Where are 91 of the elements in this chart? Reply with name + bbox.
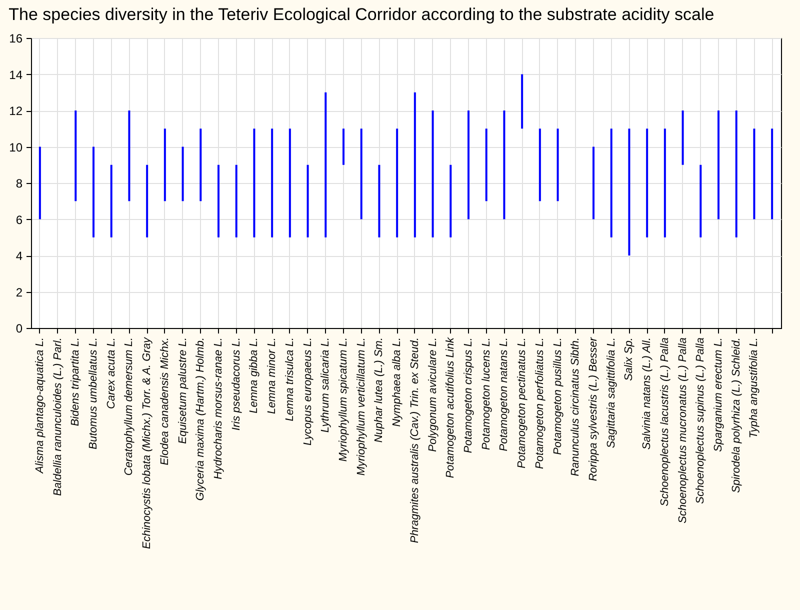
bar bbox=[164, 128, 166, 202]
bar bbox=[468, 110, 470, 220]
x-tick-label: Myriophyllum verticillatum L. bbox=[355, 338, 368, 476]
x-tick-label: Potamogeton crispus L. bbox=[462, 338, 474, 454]
x-tick-label: Butomus umbellatus L. bbox=[88, 338, 100, 450]
x-tick-label: Potamogeton pusillus L. bbox=[552, 338, 564, 455]
x-tick-label: Potamogeton natans L. bbox=[498, 338, 510, 452]
x-tick-label: Echinocystis lobata (Michx.) Torr. & A. Gray bbox=[141, 336, 154, 550]
x-tick-label: Potamogeton perfoliatus L. bbox=[534, 338, 546, 469]
x-tick-label: Salvinia natans (L.) All. bbox=[641, 338, 654, 450]
bar bbox=[306, 164, 309, 238]
x-tick-label: Myriophyllum spicatum L. bbox=[338, 338, 350, 462]
bar bbox=[92, 146, 94, 238]
bar bbox=[753, 128, 756, 220]
y-tick-label: 6 bbox=[16, 212, 23, 227]
x-tick-label: Carex acuta L. bbox=[105, 338, 118, 410]
bar bbox=[110, 164, 112, 238]
x-tick-label: Alisma plantago-aquatica L. bbox=[34, 338, 46, 474]
x-tick-label: Glyceria maxima (Hartm.) Holmb. bbox=[194, 338, 207, 501]
bar bbox=[396, 128, 398, 238]
x-tick-label: Hydrocharis morsus-ranae L. bbox=[212, 338, 224, 480]
x-tick-label: Lycopus europaeus L. bbox=[302, 338, 314, 446]
x-tick-label: Typha angustifolia L. bbox=[748, 338, 760, 438]
bar bbox=[610, 128, 612, 238]
bar bbox=[271, 128, 274, 238]
x-tick-label: Spirodela polyrhiza (L.) Schleid. bbox=[730, 338, 742, 493]
x-tick-label: Lythrum salicaria L. bbox=[320, 338, 332, 433]
x-tick-label: Rorippa sylvestris (L.) Besser bbox=[588, 336, 600, 482]
y-tick-label: 4 bbox=[16, 249, 23, 263]
bar bbox=[538, 128, 541, 202]
bar bbox=[235, 164, 238, 238]
bar bbox=[342, 128, 344, 165]
x-tick-label: Salix Sp. bbox=[623, 338, 636, 381]
bar bbox=[646, 128, 648, 238]
x-tick-label: Potamogeton acutifolius Link bbox=[444, 337, 457, 478]
bar bbox=[682, 110, 684, 165]
bar bbox=[450, 164, 452, 238]
bar bbox=[628, 128, 630, 256]
y-tick-label: 12 bbox=[9, 104, 23, 118]
bar bbox=[38, 146, 41, 220]
bar bbox=[556, 128, 559, 202]
bar bbox=[218, 164, 220, 238]
x-tick-label: Ranunculus circinatus Sibth. bbox=[570, 338, 582, 476]
chart-title: The species diversity in the Teteriv Ecological Corridor according to the substrate acidity scale bbox=[8, 5, 714, 24]
x-tick-label: Polygonum aviculare L. bbox=[426, 338, 439, 452]
x-tick-label: Bidens tripartita L. bbox=[70, 338, 82, 426]
bar bbox=[503, 110, 506, 220]
bar bbox=[378, 164, 380, 238]
x-tick-label: Iris pseudacorus L. bbox=[230, 338, 242, 430]
y-tick-label: 8 bbox=[16, 176, 23, 190]
x-tick-label: Lemna minor L. bbox=[266, 338, 278, 414]
y-tick-label: 0 bbox=[16, 322, 23, 336]
x-tick-label: Schoenoplectus mucronatus (L.) Palla bbox=[676, 338, 689, 524]
bar bbox=[485, 128, 488, 202]
y-tick-label: 10 bbox=[9, 140, 23, 154]
y-tick-label: 14 bbox=[9, 68, 23, 82]
bar bbox=[521, 74, 524, 129]
bar bbox=[74, 110, 77, 202]
x-tick-label: Potamogeton pectinatus L. bbox=[516, 338, 528, 468]
bar bbox=[592, 146, 594, 220]
y-tick-label: 16 bbox=[9, 32, 23, 46]
x-tick-label: Baldellia ranunculoides (L.) Parl. bbox=[52, 338, 64, 496]
x-tick-label: Sparganium erectum L. bbox=[712, 338, 724, 452]
bar bbox=[200, 128, 202, 202]
bar bbox=[182, 146, 184, 202]
bar bbox=[664, 128, 666, 238]
x-tick-label: Nymphaea alba L. bbox=[391, 338, 404, 427]
bar bbox=[128, 110, 130, 202]
x-tick-label: Schoenoplectus supinus (L.) Palla bbox=[694, 338, 707, 504]
x-tick-label: Equisetum palustre L. bbox=[176, 338, 189, 444]
bar bbox=[253, 128, 256, 238]
bar bbox=[718, 110, 720, 220]
bar bbox=[771, 128, 774, 220]
bar bbox=[735, 110, 738, 238]
x-tick-label: Potamogeton lucens L. bbox=[480, 338, 492, 450]
bar bbox=[432, 110, 434, 238]
x-tick-label: Ceratophyllum demersum L. bbox=[123, 338, 136, 476]
x-tick-label: Sagittaria sagittifolia L. bbox=[605, 338, 618, 448]
y-tick-label: 2 bbox=[16, 285, 23, 300]
x-tick-label: Schoenoplectus lacustris (L.) Palla bbox=[658, 338, 671, 506]
x-tick-label: Phragmites australis (Cav.) Trin. ex Steud. bbox=[408, 338, 421, 544]
x-tick-label: Elodea canadensis Michx. bbox=[158, 338, 171, 466]
x-tick-label: Lemna gibba L. bbox=[248, 338, 260, 414]
x-tick-label: Lemna trisulca L. bbox=[284, 338, 296, 422]
x-tick-label: Nuphar lutea (L.) Sm. bbox=[373, 338, 386, 443]
bar bbox=[360, 128, 362, 220]
bar bbox=[324, 92, 327, 238]
bar bbox=[414, 92, 416, 238]
bar bbox=[146, 164, 148, 238]
bar bbox=[288, 128, 291, 238]
bar bbox=[700, 164, 702, 238]
